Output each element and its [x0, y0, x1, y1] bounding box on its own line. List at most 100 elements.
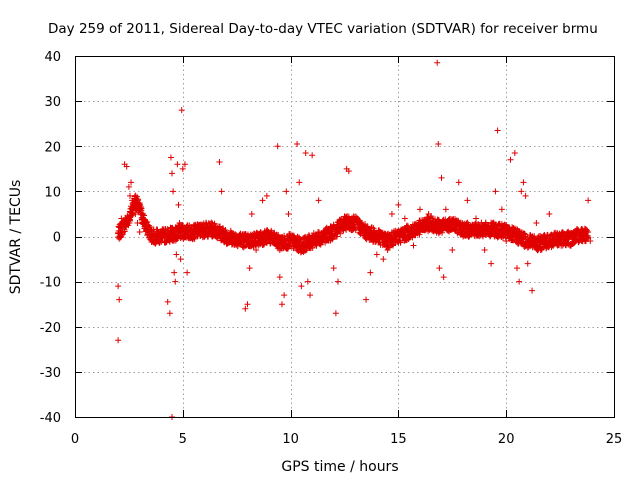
y-tick-label: 10	[44, 185, 61, 200]
data-point	[373, 251, 380, 258]
x-tick-label: 10	[282, 432, 299, 447]
band-point	[520, 230, 527, 237]
data-point	[174, 161, 181, 168]
data-point	[401, 215, 408, 222]
data-point	[567, 242, 574, 249]
data-point	[259, 197, 266, 204]
y-tick-label: 0	[53, 231, 61, 246]
data-point	[518, 188, 525, 195]
data-points	[115, 59, 594, 420]
data-point	[307, 292, 314, 299]
data-point	[166, 310, 173, 317]
data-point	[481, 247, 488, 254]
data-point	[117, 224, 124, 231]
data-point	[529, 287, 536, 294]
band-point	[585, 229, 592, 236]
band-point	[404, 222, 411, 229]
data-point	[179, 165, 186, 172]
data-point	[363, 296, 370, 303]
data-point	[176, 219, 183, 226]
data-point	[511, 150, 518, 157]
data-point	[449, 247, 456, 254]
data-point	[464, 197, 471, 204]
data-point	[263, 192, 270, 199]
data-point	[435, 140, 442, 147]
data-point	[488, 260, 495, 267]
data-point	[177, 256, 184, 263]
data-point	[455, 179, 462, 186]
data-point	[520, 179, 527, 186]
data-point	[335, 278, 342, 285]
y-tick-label: 40	[44, 50, 61, 65]
data-point	[115, 283, 122, 290]
x-tick-label: 15	[390, 432, 407, 447]
y-tick-label: -10	[40, 276, 61, 291]
data-point	[442, 206, 449, 213]
band-point	[135, 196, 142, 203]
data-point	[492, 188, 499, 195]
data-point	[123, 163, 130, 170]
data-point	[164, 298, 171, 305]
band-point	[522, 233, 529, 240]
data-point	[248, 210, 255, 217]
data-point	[330, 265, 337, 272]
data-point	[274, 143, 281, 150]
data-point	[116, 296, 123, 303]
data-point	[276, 274, 283, 281]
data-point	[126, 192, 133, 199]
data-point	[169, 170, 176, 177]
data-point	[438, 174, 445, 181]
x-tick-label: 20	[498, 432, 515, 447]
band-point	[510, 237, 517, 244]
band-point	[439, 229, 446, 236]
data-point	[494, 127, 501, 134]
data-point	[184, 269, 191, 276]
data-point	[380, 256, 387, 263]
data-point	[436, 265, 443, 272]
data-point	[332, 310, 339, 317]
data-point	[309, 152, 316, 159]
data-point	[434, 59, 441, 66]
y-tick-label: -40	[40, 411, 61, 426]
y-tick-label: 20	[44, 140, 61, 155]
data-point	[170, 188, 177, 195]
data-point	[294, 140, 301, 147]
y-tick-labels: -40 -30 -20 -10 0 10 20 30 40	[40, 50, 61, 426]
x-tick-label: 25	[606, 432, 623, 447]
data-point	[524, 260, 531, 267]
data-point	[578, 228, 585, 235]
x-tick-labels: 0 5 10 15 20 25	[71, 432, 622, 447]
data-point	[537, 247, 544, 254]
band-point	[159, 235, 166, 242]
data-point	[367, 269, 374, 276]
band-point	[211, 220, 218, 227]
data-point	[118, 215, 125, 222]
axis-ticks	[75, 56, 615, 418]
band-point	[397, 239, 404, 246]
y-tick-label: 30	[44, 95, 61, 110]
data-point	[587, 238, 594, 245]
data-point	[178, 107, 185, 114]
data-point	[302, 150, 309, 157]
data-point	[119, 228, 126, 235]
data-point	[181, 161, 188, 168]
band-point	[146, 223, 153, 230]
data-point	[440, 274, 447, 281]
data-point	[388, 210, 395, 217]
data-point	[244, 301, 251, 308]
x-axis-label: GPS time / hours	[281, 459, 398, 475]
data-point	[132, 210, 139, 217]
chart-title: Day 259 of 2011, Sidereal Day-to-day VTE…	[48, 21, 598, 37]
data-point	[172, 278, 179, 285]
data-point	[304, 278, 311, 285]
data-point	[115, 337, 122, 344]
data-point	[585, 197, 592, 204]
band-point	[138, 205, 145, 212]
data-point	[315, 197, 322, 204]
data-point	[171, 269, 178, 276]
data-point	[473, 215, 480, 222]
y-axis-label: SDTVAR / TECUs	[8, 180, 24, 295]
data-point	[129, 197, 136, 204]
data-point	[167, 154, 174, 161]
